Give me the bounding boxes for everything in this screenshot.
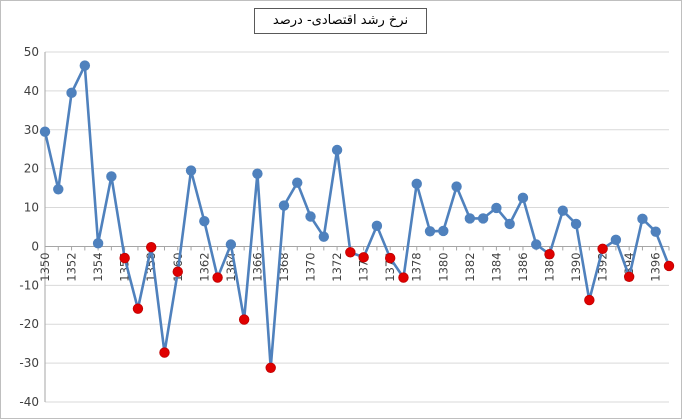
data-point	[318, 231, 330, 242]
data-point	[610, 234, 622, 246]
data-point-negative	[238, 314, 250, 325]
data-point	[477, 213, 489, 224]
data-point	[292, 177, 303, 188]
data-point	[39, 126, 51, 137]
x-tick-label: 1390	[569, 252, 583, 281]
series-line	[43, 64, 671, 370]
y-tick-label: -40	[19, 395, 39, 409]
data-point	[53, 184, 64, 195]
data-point-negative	[119, 252, 130, 264]
data-point	[438, 225, 449, 237]
x-tick-label: 1350	[38, 252, 52, 281]
x-tick-label: 1396	[649, 252, 663, 281]
data-point-negative	[265, 362, 276, 373]
data-point-negative	[345, 247, 356, 258]
x-tick-label: 1388	[543, 252, 557, 281]
data-point	[225, 239, 237, 250]
data-point-negative	[146, 242, 157, 253]
x-tick-label: 1378	[410, 252, 424, 281]
data-point-negative	[544, 249, 555, 260]
x-tick-label: 1366	[250, 252, 264, 281]
data-point-negative	[398, 272, 409, 283]
data-point-negative	[584, 294, 595, 306]
data-point	[92, 238, 104, 249]
x-tick-label: 1352	[65, 252, 79, 281]
y-tick-label: -20	[19, 317, 39, 331]
data-point	[504, 218, 515, 230]
data-point-negative	[384, 252, 396, 264]
y-tick-label: 30	[24, 123, 39, 137]
data-point	[424, 226, 436, 237]
data-point	[79, 60, 91, 71]
y-tick-label: 40	[24, 84, 39, 98]
y-tick-label: 0	[31, 239, 39, 253]
data-point	[305, 211, 316, 222]
data-point	[185, 165, 197, 176]
data-point	[570, 218, 582, 230]
data-point-negative	[132, 303, 144, 314]
y-tick-label: 50	[24, 45, 39, 59]
data-point	[464, 213, 476, 224]
data-point	[491, 202, 502, 214]
data-point	[637, 213, 648, 225]
x-tick-label: 1354	[91, 252, 105, 281]
data-point-negative	[597, 243, 608, 254]
data-point	[451, 181, 462, 192]
data-point	[278, 200, 290, 211]
y-tick-label: 10	[24, 201, 39, 215]
data-point-negative	[159, 347, 170, 358]
chart-title: نرخ رشد اقتصادی- درصد	[254, 8, 427, 34]
data-point	[331, 144, 343, 156]
data-point-negative	[663, 260, 675, 272]
x-tick-label: 1380	[436, 252, 450, 281]
y-tick-label: 20	[24, 162, 39, 176]
data-point	[66, 87, 77, 99]
x-tick-label: 1370	[304, 252, 318, 281]
data-point-negative	[212, 272, 223, 283]
data-point-negative	[358, 252, 369, 263]
data-point	[517, 192, 529, 204]
x-tick-label: 1362	[197, 252, 211, 281]
data-point	[252, 168, 263, 179]
data-point	[531, 239, 542, 250]
x-tick-label: 1384	[489, 252, 503, 281]
data-point	[106, 171, 117, 182]
data-point-negative	[623, 271, 635, 282]
data-point	[557, 205, 568, 216]
data-point	[371, 220, 383, 232]
x-tick-label: 1382	[463, 252, 477, 281]
data-point-negative	[172, 266, 183, 277]
y-tick-label: -10	[19, 278, 39, 292]
data-point	[650, 226, 661, 237]
x-tick-label: 1372	[330, 252, 344, 281]
x-tick-label: 1386	[516, 252, 530, 281]
data-point	[199, 215, 210, 227]
y-tick-label: -30	[19, 356, 39, 370]
data-point	[411, 178, 422, 190]
